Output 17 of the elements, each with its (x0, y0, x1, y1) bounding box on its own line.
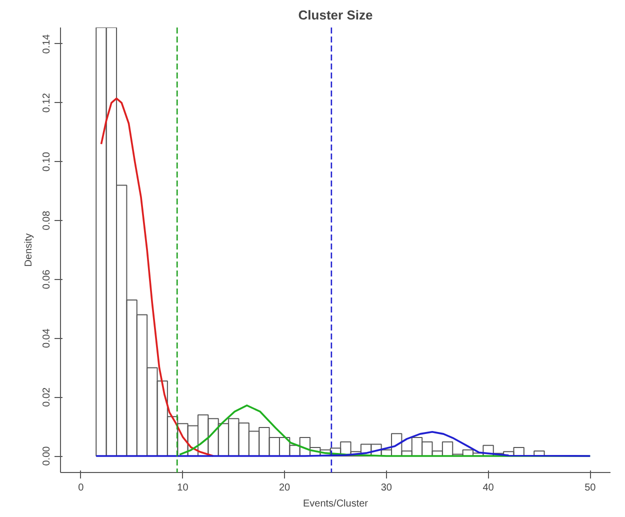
y-tick-label: 0.12 (42, 92, 52, 113)
y-tick-label: 0.06 (42, 269, 52, 290)
x-tick-label: 30 (380, 482, 392, 494)
x-tick-label: 20 (279, 482, 291, 494)
x-tick-label: 0 (78, 482, 84, 494)
x-tick-label: 10 (177, 482, 189, 494)
chart-title: Cluster Size (298, 8, 373, 22)
y-axis-title: Density (24, 233, 34, 267)
y-tick-label: 0.04 (42, 328, 52, 348)
x-tick-label: 50 (584, 482, 596, 494)
y-tick-label: 0.14 (42, 34, 52, 54)
y-tick-label: 0.08 (42, 210, 52, 230)
y-tick-label: 0.02 (42, 386, 52, 407)
x-axis-title: Events/Cluster (302, 498, 369, 510)
x-tick-label: 40 (482, 482, 494, 494)
y-tick-label: 0.10 (42, 152, 52, 172)
y-tick-label: 0.00 (42, 446, 52, 466)
